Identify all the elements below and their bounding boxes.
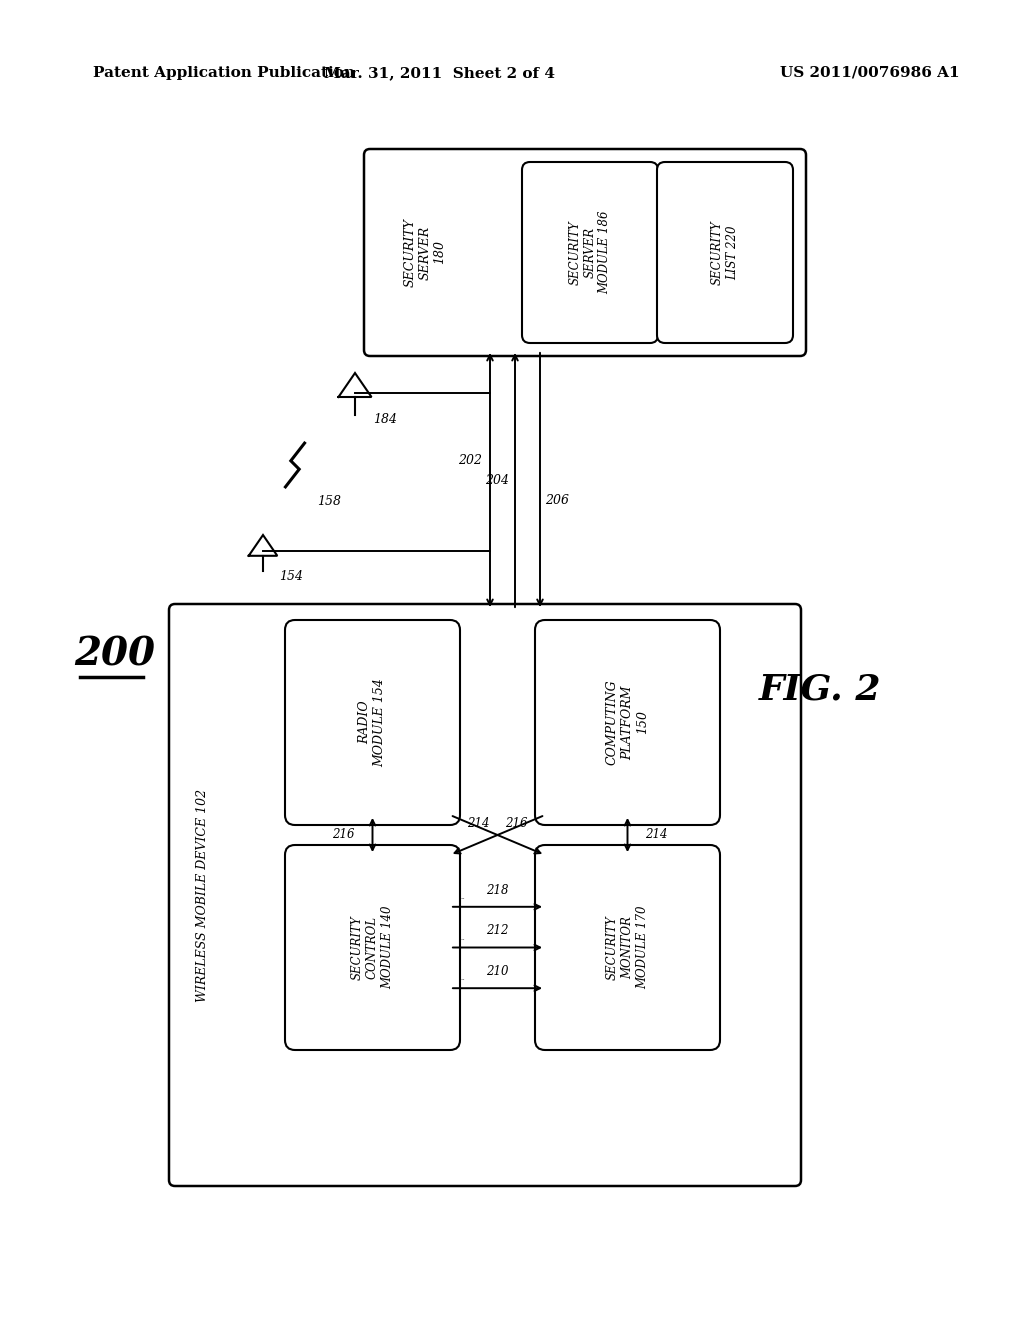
FancyBboxPatch shape [285, 620, 460, 825]
Text: SECURITY
LIST 220: SECURITY LIST 220 [711, 220, 739, 285]
Text: 218: 218 [486, 884, 509, 896]
FancyBboxPatch shape [364, 149, 806, 356]
Text: 158: 158 [317, 495, 341, 508]
Text: 214: 214 [645, 829, 668, 842]
FancyBboxPatch shape [522, 162, 658, 343]
Text: COMPUTING
PLATFORM
150: COMPUTING PLATFORM 150 [606, 680, 649, 766]
Text: US 2011/0076986 A1: US 2011/0076986 A1 [780, 66, 959, 81]
Text: RADIO
MODULE 154: RADIO MODULE 154 [358, 678, 386, 767]
Text: FIG. 2: FIG. 2 [759, 673, 882, 708]
FancyBboxPatch shape [657, 162, 793, 343]
Text: Mar. 31, 2011  Sheet 2 of 4: Mar. 31, 2011 Sheet 2 of 4 [325, 66, 555, 81]
FancyBboxPatch shape [535, 845, 720, 1049]
Text: 204: 204 [485, 474, 509, 487]
Text: SECURITY
CONTROL
MODULE 140: SECURITY CONTROL MODULE 140 [351, 906, 394, 989]
Text: 212: 212 [486, 924, 509, 937]
FancyBboxPatch shape [169, 605, 801, 1185]
Text: 200: 200 [75, 636, 156, 675]
Text: 216: 216 [506, 817, 528, 830]
Text: 214: 214 [467, 817, 489, 830]
FancyBboxPatch shape [285, 845, 460, 1049]
Text: 210: 210 [486, 965, 509, 978]
Text: SECURITY
SERVER
180: SECURITY SERVER 180 [403, 218, 446, 286]
Text: 154: 154 [279, 570, 303, 583]
Text: Patent Application Publication: Patent Application Publication [93, 66, 355, 81]
Text: SECURITY
SERVER
MODULE 186: SECURITY SERVER MODULE 186 [568, 211, 611, 294]
Text: 202: 202 [458, 454, 482, 466]
Text: WIRELESS MOBILE DEVICE 102: WIRELESS MOBILE DEVICE 102 [197, 788, 210, 1002]
Text: SECURITY
MONITOR
MODULE 170: SECURITY MONITOR MODULE 170 [606, 906, 649, 989]
Text: 184: 184 [373, 413, 397, 426]
Text: 206: 206 [545, 494, 569, 507]
Text: 216: 216 [332, 829, 354, 842]
FancyBboxPatch shape [535, 620, 720, 825]
